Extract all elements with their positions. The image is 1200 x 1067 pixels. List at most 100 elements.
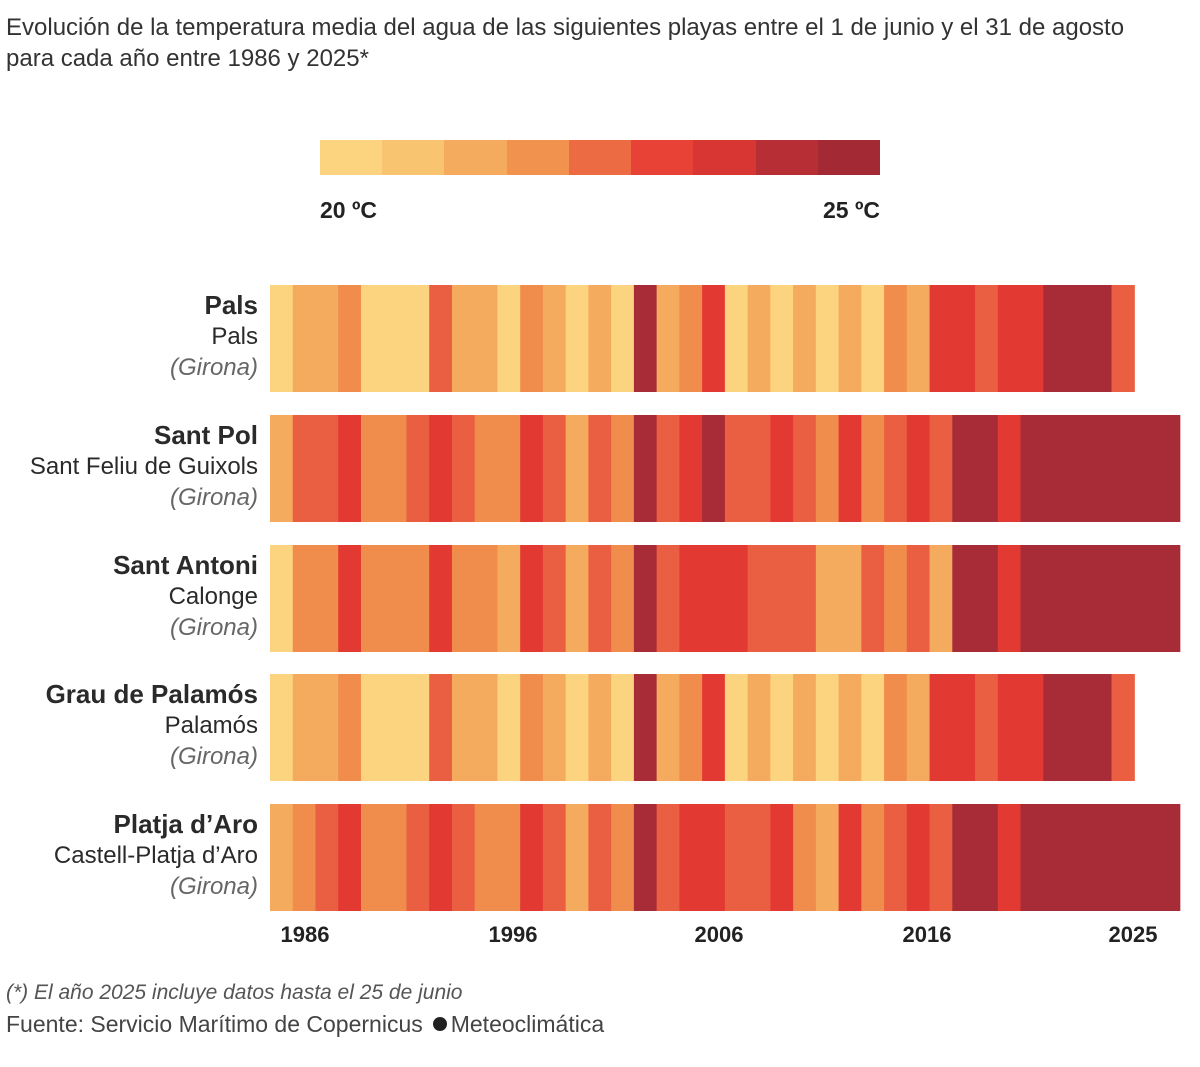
beach-name: Sant Antoni <box>113 550 258 580</box>
heatmap-cell <box>383 285 408 392</box>
heatmap-cell <box>770 285 794 392</box>
heatmap-cell <box>1043 545 1067 652</box>
legend-swatch <box>755 140 818 175</box>
heatmap-cell <box>679 545 703 652</box>
heatmap-cell <box>815 285 840 392</box>
heatmap-cell <box>565 285 590 392</box>
heatmap-cell <box>770 415 794 522</box>
heatmap-cell <box>633 804 658 911</box>
heatmap-cell <box>1043 285 1067 392</box>
heatmap-cell <box>1134 415 1158 522</box>
province-name: (Girona) <box>169 484 258 511</box>
heatmap-cell <box>520 415 544 522</box>
heatmap-cell <box>611 545 635 652</box>
heatmap-cell <box>929 285 953 392</box>
heatmap-cell <box>474 285 499 392</box>
heatmap-cell <box>383 415 408 522</box>
heatmap-cell <box>292 674 317 781</box>
heatmap-cell <box>474 674 499 781</box>
heatmap-cell <box>679 804 703 911</box>
heatmap-cell <box>1111 415 1135 522</box>
source-line: Fuente: Servicio Marítimo de Copernicus M… <box>6 1011 604 1038</box>
heatmap-cell <box>497 285 521 392</box>
heatmap-cell <box>656 285 680 392</box>
heatmap-cell <box>429 674 453 781</box>
heatmap-cell <box>520 674 544 781</box>
heatmap-row <box>270 674 1135 781</box>
x-tick-label-1996: 1996 <box>488 922 538 947</box>
heatmap-cell <box>1088 285 1113 392</box>
heatmap-cell <box>747 545 771 652</box>
heatmap-cell <box>861 804 885 911</box>
heatmap-cell <box>1066 415 1090 522</box>
heatmap-cell <box>929 415 953 522</box>
row-label-sant-pol: Sant Pol Sant Feliu de Guixols (Girona) <box>0 420 258 513</box>
heatmap-cell <box>406 804 430 911</box>
heatmap-cell <box>611 804 635 911</box>
heatmap-cell <box>565 545 590 652</box>
heatmap-cell <box>292 285 317 392</box>
heatmap-cell <box>679 674 703 781</box>
heatmap-cell <box>315 804 339 911</box>
heatmap-cell <box>474 545 499 652</box>
heatmap-cell <box>838 285 862 392</box>
heatmap-cell <box>952 545 976 652</box>
heatmap-cell <box>588 285 612 392</box>
heatmap-cell <box>497 545 521 652</box>
beach-name: Platja d’Aro <box>113 809 258 839</box>
heatmap-cell <box>383 674 408 781</box>
heatmap-cell <box>1134 545 1158 652</box>
heatmap-cell <box>497 674 521 781</box>
heatmap-cell <box>1157 415 1181 522</box>
heatmap-cell <box>520 804 544 911</box>
heatmap-cell <box>975 415 999 522</box>
heatmap-cell <box>656 545 680 652</box>
beach-name: Grau de Palamós <box>45 679 258 709</box>
heatmap-cell <box>1111 545 1135 652</box>
heatmap-cell <box>906 804 931 911</box>
heatmap-cell <box>838 415 862 522</box>
heatmap-cell <box>497 415 521 522</box>
heatmap-cell <box>292 804 317 911</box>
heatmap-cell <box>1157 545 1181 652</box>
beach-name: Pals <box>204 290 259 320</box>
row-label-grau-de-palamos: Grau de Palamós Palamós (Girona) <box>0 679 258 772</box>
heatmap-cell <box>360 674 385 781</box>
heatmap-cell <box>611 674 635 781</box>
town-name: Pals <box>211 323 258 350</box>
heatmap-cell <box>406 415 430 522</box>
heatmap-cell <box>997 674 1022 781</box>
legend-swatch <box>631 140 694 175</box>
heatmap-cell <box>997 285 1022 392</box>
heatmap-cell <box>906 545 931 652</box>
heatmap-cell <box>838 674 862 781</box>
heatmap-cell <box>702 545 726 652</box>
town-name: Calonge <box>168 583 258 610</box>
heatmap-cell <box>406 545 430 652</box>
heatmap-cell <box>724 674 749 781</box>
heatmap-cell <box>588 674 612 781</box>
heatmap-cell <box>520 545 544 652</box>
heatmap-cell <box>474 804 499 911</box>
heatmap-cell <box>565 415 590 522</box>
legend-swatch <box>382 140 445 175</box>
heatmap-cell <box>747 674 771 781</box>
heatmap-cell <box>975 674 999 781</box>
heatmap-cell <box>542 804 567 911</box>
heatmap-cell <box>815 674 840 781</box>
heatmap-cell <box>724 545 749 652</box>
heatmap-cell <box>1066 674 1090 781</box>
heatmap-cell <box>952 674 976 781</box>
heatmap-cell <box>1134 804 1158 911</box>
heatmap-cell <box>724 804 749 911</box>
heatmap-cell <box>929 804 953 911</box>
heatmap-cell <box>702 285 726 392</box>
heatmap-cell <box>633 285 658 392</box>
heatmap-cell <box>724 285 749 392</box>
heatmap-cell <box>565 674 590 781</box>
legend-swatch <box>817 140 880 175</box>
beach-name: Sant Pol <box>153 420 258 450</box>
heatmap-cell <box>429 804 453 911</box>
heatmap-cell <box>815 804 840 911</box>
heatmap-cell <box>747 804 771 911</box>
